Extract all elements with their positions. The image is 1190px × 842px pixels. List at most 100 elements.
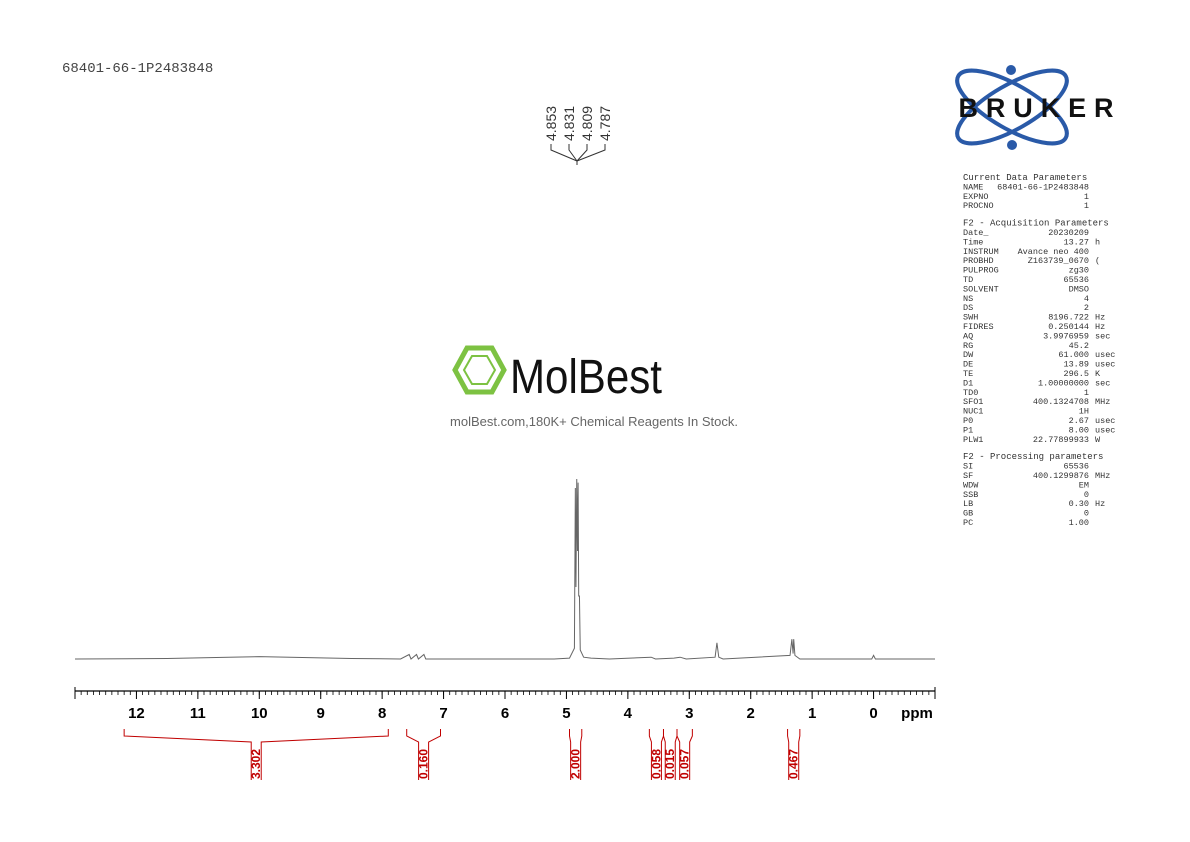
parameter-name: NS xyxy=(963,294,973,304)
parameter-unit: usec xyxy=(1095,416,1115,426)
parameter-name: PLW1 xyxy=(963,435,983,445)
parameter-name: SI xyxy=(963,462,973,472)
parameter-value: 22.77899933 xyxy=(1033,435,1089,445)
logo-dot xyxy=(1006,65,1016,75)
parameter-name: SFO1 xyxy=(963,397,983,407)
parameter-name: Date_ xyxy=(963,228,989,238)
parameter-value: 0 xyxy=(1084,490,1089,500)
parameter-value: 0.250144 xyxy=(1048,322,1089,332)
watermark-tagline: molBest.com,180K+ Chemical Reagents In S… xyxy=(450,414,738,429)
parameter-value: 1.00000000 xyxy=(1038,378,1089,388)
parameter-value: 13.27 xyxy=(1063,237,1089,247)
parameter-unit: Hz xyxy=(1095,322,1105,332)
parameter-name: SWH xyxy=(963,313,978,323)
parameter-value: Z163739_0670 xyxy=(1028,256,1089,266)
parameter-name: P0 xyxy=(963,416,973,426)
parameter-name: D1 xyxy=(963,378,973,388)
parameter-name: LB xyxy=(963,499,973,509)
peak-connector xyxy=(576,144,606,165)
integral-bracket xyxy=(406,729,441,780)
parameter-value: 45.2 xyxy=(1069,341,1089,351)
parameter-value: 2 xyxy=(1084,303,1089,313)
parameter-name: PROCNO xyxy=(963,201,994,211)
parameter-value: 4 xyxy=(1084,294,1089,304)
watermark-icon xyxy=(452,345,507,395)
integral-bracket xyxy=(569,729,583,780)
integral-bracket xyxy=(123,729,389,780)
parameter-name: WDW xyxy=(963,480,979,490)
x-tick-label: 4 xyxy=(624,705,633,722)
peak-label: 4.853 xyxy=(543,106,559,141)
peak-label: 4.809 xyxy=(579,106,595,141)
parameter-unit: MHz xyxy=(1095,471,1110,481)
x-tick-label: 10 xyxy=(251,705,268,722)
parameter-value: 65536 xyxy=(1063,462,1089,472)
parameter-unit: sec xyxy=(1095,378,1110,388)
parameter-unit: usec xyxy=(1095,360,1115,370)
integral-label: 0.058 xyxy=(649,749,663,779)
spectrum-line xyxy=(74,478,935,660)
peak-connector xyxy=(550,144,578,165)
parameter-name: GB xyxy=(963,509,973,519)
integral-label: 0.467 xyxy=(787,749,801,779)
parameter-value: 296.5 xyxy=(1063,369,1089,379)
parameter-value: 65536 xyxy=(1063,275,1089,285)
parameter-unit: ( xyxy=(1095,256,1100,266)
parameter-unit: Hz xyxy=(1095,499,1105,509)
parameter-value: 8.00 xyxy=(1069,425,1089,435)
parameter-unit: Hz xyxy=(1095,313,1105,323)
parameter-unit: usec xyxy=(1095,425,1115,435)
x-tick-label: 11 xyxy=(190,705,206,722)
parameter-name: PROBHD xyxy=(963,256,994,266)
peak-label: 4.787 xyxy=(597,106,613,141)
x-tick-label: 0 xyxy=(869,705,877,722)
logo-orbit xyxy=(955,68,1069,146)
watermark-icon xyxy=(462,355,497,385)
x-tick-label: 8 xyxy=(378,705,386,722)
parameter-value: 400.1299876 xyxy=(1033,471,1089,481)
parameter-value: Avance neo 400 xyxy=(1018,247,1089,257)
parameter-name: AQ xyxy=(963,331,973,341)
x-tick-label: 12 xyxy=(128,705,145,722)
parameter-unit: sec xyxy=(1095,331,1110,341)
parameter-name: TD0 xyxy=(963,388,978,398)
peak-connector xyxy=(576,144,588,165)
integral-bracket xyxy=(676,729,693,780)
integral-label: 0.160 xyxy=(417,749,431,779)
peak-label: 4.831 xyxy=(561,106,577,141)
integral-label: 0.015 xyxy=(663,749,677,779)
parameter-section-title: F2 - Processing parameters xyxy=(963,452,1103,462)
x-tick-label: 9 xyxy=(317,705,325,722)
parameter-value: 0 xyxy=(1084,509,1089,519)
parameter-section-title: Current Data Parameters xyxy=(963,173,1087,183)
watermark: MolBest molBest.com,180K+ Chemical Reage… xyxy=(450,345,738,429)
parameter-name: SF xyxy=(963,471,973,481)
parameter-unit: K xyxy=(1095,369,1101,379)
x-tick-label: 2 xyxy=(747,705,755,722)
integral-label: 3.302 xyxy=(249,749,263,779)
x-tick-label: 7 xyxy=(439,705,447,722)
parameter-name: DS xyxy=(963,303,973,313)
parameter-name: INSTRUM xyxy=(963,247,999,257)
parameter-value: 1H xyxy=(1079,407,1089,417)
watermark-name: MolBest xyxy=(510,351,662,404)
parameter-name: SOLVENT xyxy=(963,284,999,294)
parameter-unit: h xyxy=(1095,237,1100,247)
integral-bracket xyxy=(787,729,801,780)
parameter-name: TE xyxy=(963,369,973,379)
parameter-value: 68401-66-1P2483848 xyxy=(997,182,1089,192)
x-tick-label: 5 xyxy=(562,705,570,722)
parameter-name: DE xyxy=(963,360,973,370)
parameter-name: EXPNO xyxy=(963,192,989,202)
parameter-name: P1 xyxy=(963,425,973,435)
integral-label: 0.057 xyxy=(678,749,692,779)
parameter-value: EM xyxy=(1079,480,1089,490)
parameter-value: 0.30 xyxy=(1069,499,1089,509)
integral-label: 2.000 xyxy=(569,749,583,779)
parameter-value: 13.89 xyxy=(1063,360,1089,370)
parameter-value: 3.9976959 xyxy=(1043,331,1089,341)
parameter-unit: W xyxy=(1095,435,1101,445)
